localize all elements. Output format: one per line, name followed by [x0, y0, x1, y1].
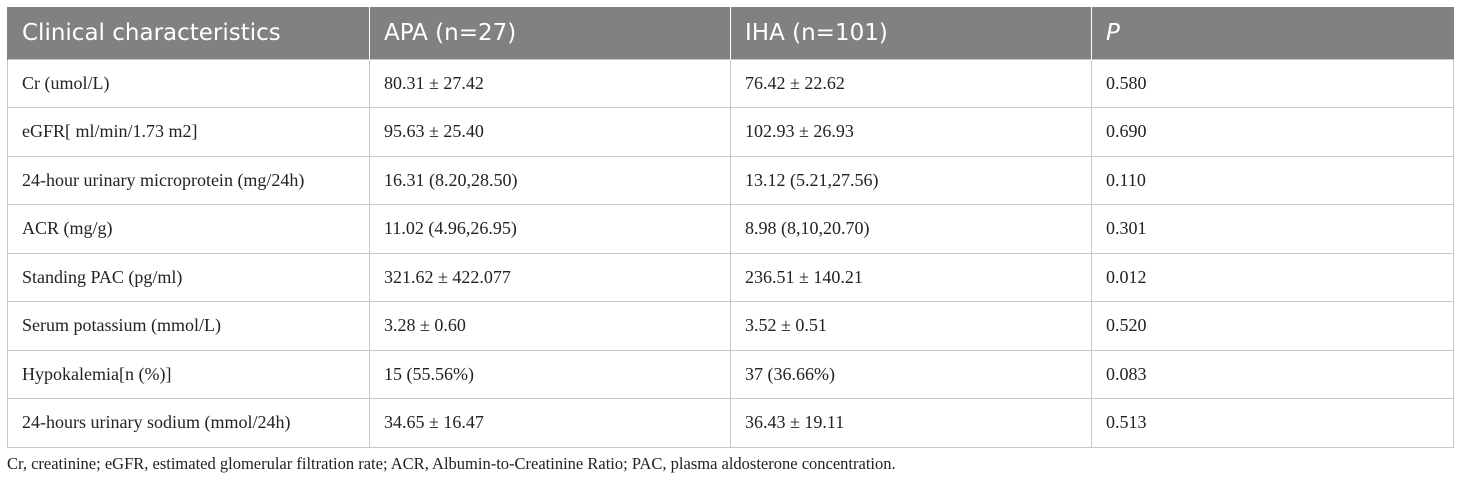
header-row: Clinical characteristics APA (n=27) IHA … [7, 7, 1454, 59]
cell-iha: 37 (36.66%) [730, 349, 1092, 399]
table-body: Cr (umol/L) 80.31 ± 27.42 76.42 ± 22.62 … [7, 58, 1454, 448]
table-footnote: Cr, creatinine; eGFR, estimated glomerul… [7, 454, 896, 473]
cell-p: 0.690 [1091, 107, 1454, 157]
cell-apa: 16.31 (8.20,28.50) [369, 155, 731, 205]
cell-characteristic: Serum potassium (mmol/L) [7, 301, 370, 351]
cell-apa: 80.31 ± 27.42 [369, 58, 731, 108]
cell-iha: 8.98 (8,10,20.70) [730, 204, 1092, 254]
header-clinical-characteristics: Clinical characteristics [7, 7, 370, 59]
cell-characteristic: Hypokalemia[n (%)] [7, 349, 370, 399]
table-header: Clinical characteristics APA (n=27) IHA … [7, 7, 1454, 59]
cell-characteristic: 24-hour urinary microprotein (mg/24h) [7, 155, 370, 205]
table-row: Hypokalemia[n (%)] 15 (55.56%) 37 (36.66… [7, 349, 1454, 399]
table-row: eGFR[ ml/min/1.73 m2] 95.63 ± 25.40 102.… [7, 107, 1454, 157]
header-apa: APA (n=27) [369, 7, 731, 59]
cell-p: 0.580 [1091, 58, 1454, 108]
header-iha: IHA (n=101) [730, 7, 1092, 59]
clinical-characteristics-table-wrap: Clinical characteristics APA (n=27) IHA … [7, 7, 1454, 448]
cell-characteristic: eGFR[ ml/min/1.73 m2] [7, 107, 370, 157]
table-row: Standing PAC (pg/ml) 321.62 ± 422.077 23… [7, 252, 1454, 302]
cell-apa: 15 (55.56%) [369, 349, 731, 399]
cell-apa: 11.02 (4.96,26.95) [369, 204, 731, 254]
cell-apa: 321.62 ± 422.077 [369, 252, 731, 302]
cell-iha: 76.42 ± 22.62 [730, 58, 1092, 108]
cell-characteristic: 24-hours urinary sodium (mmol/24h) [7, 398, 370, 448]
cell-iha: 3.52 ± 0.51 [730, 301, 1092, 351]
table-row: Serum potassium (mmol/L) 3.28 ± 0.60 3.5… [7, 301, 1454, 351]
cell-apa: 34.65 ± 16.47 [369, 398, 731, 448]
cell-apa: 3.28 ± 0.60 [369, 301, 731, 351]
cell-p: 0.520 [1091, 301, 1454, 351]
cell-iha: 236.51 ± 140.21 [730, 252, 1092, 302]
cell-p: 0.513 [1091, 398, 1454, 448]
cell-p: 0.110 [1091, 155, 1454, 205]
cell-characteristic: Cr (umol/L) [7, 58, 370, 108]
cell-p: 0.083 [1091, 349, 1454, 399]
table-row: ACR (mg/g) 11.02 (4.96,26.95) 8.98 (8,10… [7, 204, 1454, 254]
cell-iha: 102.93 ± 26.93 [730, 107, 1092, 157]
header-p-value: P [1091, 7, 1454, 59]
table-row: Cr (umol/L) 80.31 ± 27.42 76.42 ± 22.62 … [7, 58, 1454, 108]
cell-characteristic: ACR (mg/g) [7, 204, 370, 254]
table-row: 24-hour urinary microprotein (mg/24h) 16… [7, 155, 1454, 205]
cell-apa: 95.63 ± 25.40 [369, 107, 731, 157]
cell-characteristic: Standing PAC (pg/ml) [7, 252, 370, 302]
clinical-characteristics-table: Clinical characteristics APA (n=27) IHA … [7, 7, 1454, 448]
cell-p: 0.301 [1091, 204, 1454, 254]
cell-iha: 36.43 ± 19.11 [730, 398, 1092, 448]
cell-iha: 13.12 (5.21,27.56) [730, 155, 1092, 205]
table-row: 24-hours urinary sodium (mmol/24h) 34.65… [7, 398, 1454, 448]
cell-p: 0.012 [1091, 252, 1454, 302]
